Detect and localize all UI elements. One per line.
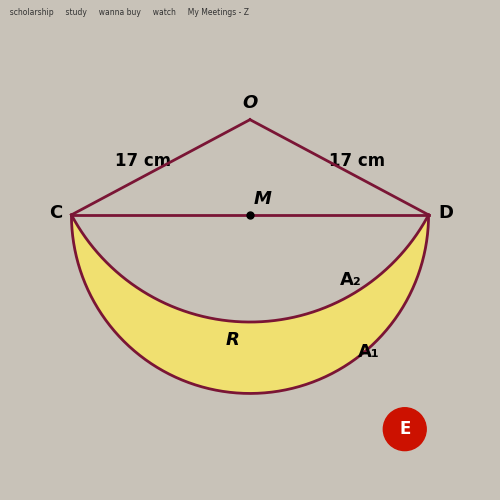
Text: E: E — [399, 420, 410, 438]
Text: A₁: A₁ — [358, 343, 380, 361]
Text: A₂: A₂ — [340, 272, 362, 289]
Polygon shape — [72, 215, 428, 394]
Text: R: R — [225, 331, 239, 349]
Text: 17 cm: 17 cm — [115, 152, 171, 170]
Text: C: C — [48, 204, 62, 222]
Text: M: M — [254, 190, 272, 208]
Text: 17 cm: 17 cm — [329, 152, 385, 170]
Text: D: D — [438, 204, 453, 222]
Circle shape — [384, 408, 426, 451]
Text: O: O — [242, 94, 258, 112]
Text: scholarship     study     wanna buy     watch     My Meetings - Z: scholarship study wanna buy watch My Mee… — [5, 8, 249, 17]
